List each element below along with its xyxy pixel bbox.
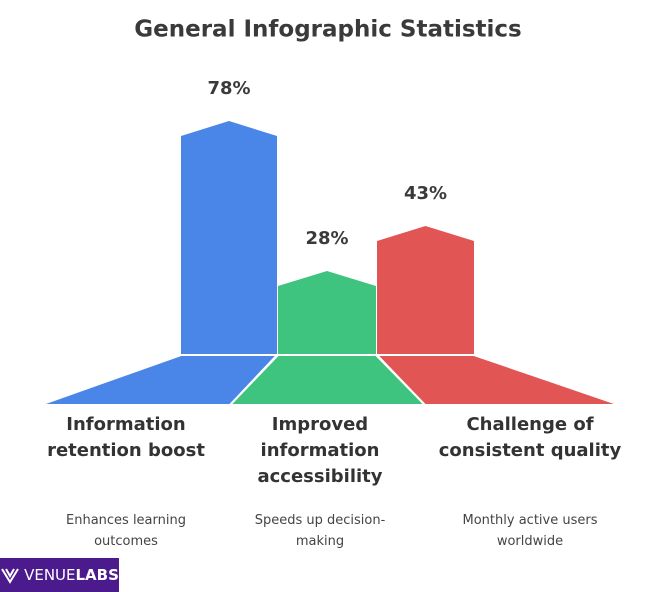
bar [278,271,376,355]
description: Enhances learning outcomes [66,513,186,549]
logo-part: LABS [75,566,119,584]
chart-title: General Infographic Statistics [134,17,522,43]
category-label: Challenge of consistent quality [438,414,622,461]
description: Monthly active users worldwide [462,513,598,549]
logo: VENUELABS [0,558,119,592]
category-label: Improved information accessibility [257,414,383,487]
category-label: Information retention boost [47,414,205,461]
logo-text: VENUELABS [24,566,119,584]
value-label: 28% [305,228,348,249]
logo-icon [1,568,19,584]
bar [377,226,474,355]
description: Speeds up decision-making [254,513,386,549]
bar [181,121,277,355]
bar-base [374,354,621,406]
value-label: 78% [207,78,250,99]
logo-part: VENUE [24,566,76,584]
value-label: 43% [404,183,447,204]
